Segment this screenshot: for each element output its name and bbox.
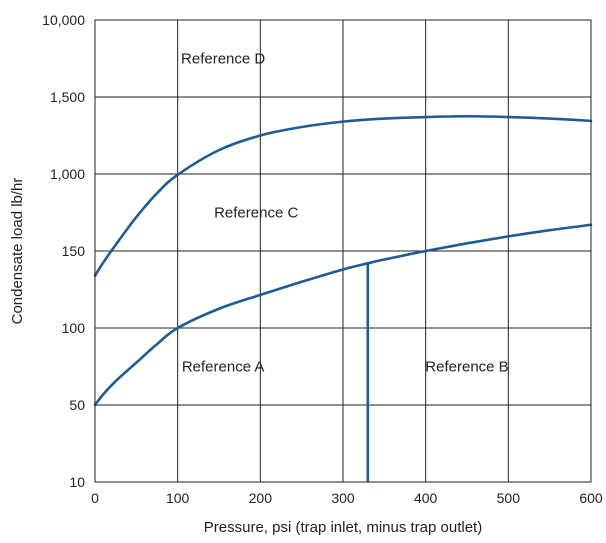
region-label: Reference D [181, 51, 265, 68]
y-tick-label: 100 [62, 320, 86, 336]
x-tick-label: 600 [579, 490, 603, 506]
x-tick-label: 400 [414, 490, 438, 506]
y-tick-label: 150 [62, 243, 86, 259]
x-tick-label: 100 [166, 490, 190, 506]
curves [93, 114, 593, 482]
lower-curve [93, 223, 593, 407]
y-tick-label: 10,000 [42, 12, 85, 28]
y-tick-label: 1,500 [50, 89, 85, 105]
x-tick-label: 0 [91, 490, 99, 506]
x-axis-title: Pressure, psi (trap inlet, minus trap ou… [204, 519, 482, 536]
region-labels: Reference D Reference C Reference A Referen… [181, 51, 509, 376]
y-axis-title: Condensate load lb/hr [9, 178, 26, 325]
y-tick-label: 50 [69, 397, 85, 413]
grid [95, 20, 591, 482]
y-tick-label: 10 [69, 474, 85, 490]
region-label: Reference C [214, 205, 298, 222]
x-tick-label: 200 [249, 490, 273, 506]
region-label: Reference B [425, 359, 508, 376]
x-tick-label: 500 [497, 490, 521, 506]
tick-labels: 0 100 200 300 400 500 600 10 50 100 150 1,000 1,500 1… [42, 12, 603, 506]
plot-frame [94, 19, 592, 483]
y-tick-label: 1,000 [50, 166, 85, 182]
x-tick-label: 300 [331, 490, 355, 506]
upper-curve [93, 114, 593, 277]
region-label: Reference A [182, 359, 265, 376]
